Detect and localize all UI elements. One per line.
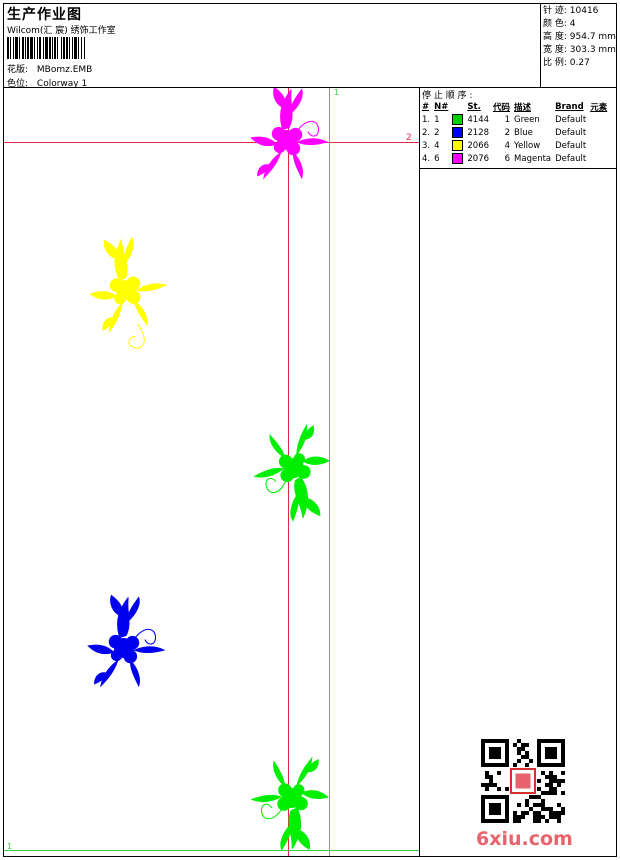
color-stop-row: 1. 1 4144 1 Green Default bbox=[421, 113, 610, 126]
stitches-value: 10416 bbox=[569, 6, 599, 16]
row-stitches: 2128 bbox=[467, 127, 490, 138]
col-header-swatch bbox=[451, 101, 466, 113]
row-brand: Default bbox=[555, 140, 587, 151]
row-element bbox=[589, 152, 610, 165]
row-swatch bbox=[451, 113, 466, 126]
seal-stamp bbox=[515, 773, 531, 789]
col-header-stitches: St. bbox=[467, 102, 481, 112]
page-title: 生产作业图 bbox=[7, 7, 82, 23]
col-header-element: 元素 bbox=[590, 103, 608, 113]
design-row: 花版: MBomz.EMB bbox=[7, 62, 92, 75]
height-label: 高 度: bbox=[543, 32, 567, 42]
row-index: 4. bbox=[422, 153, 431, 164]
colorway-label: 色位: bbox=[7, 79, 29, 89]
row-index: 3. bbox=[422, 140, 431, 151]
colorway-value: Colorway 1 bbox=[36, 79, 88, 89]
width-label: 宽 度: bbox=[543, 45, 567, 55]
row-element bbox=[589, 113, 610, 126]
design-filename: MBomz.EMB bbox=[36, 65, 93, 75]
row-swatch bbox=[451, 126, 466, 139]
barcode bbox=[7, 37, 85, 59]
color-swatch bbox=[452, 114, 464, 125]
qr-code bbox=[481, 739, 565, 823]
green-vertical-guide bbox=[329, 88, 330, 856]
stitches-label: 针 迹: bbox=[543, 6, 567, 16]
row-desc: Green bbox=[514, 114, 540, 125]
row-index: 1. bbox=[422, 114, 431, 125]
row-needle: 1 bbox=[434, 114, 440, 125]
company-name: Wilcom(汇 宸) 绣饰工作室 bbox=[7, 26, 116, 36]
row-desc: Magenta bbox=[514, 153, 552, 164]
green-floral-motif-lower bbox=[248, 756, 333, 855]
header-divider bbox=[540, 3, 541, 87]
watermark: 6xiu.com bbox=[476, 828, 573, 850]
row-swatch bbox=[451, 152, 466, 165]
marker-red: 2 bbox=[406, 133, 412, 143]
row-code: 6 bbox=[504, 153, 511, 164]
colorway-row: 色位: Colorway 1 bbox=[7, 76, 87, 89]
row-stitches: 4144 bbox=[467, 114, 490, 125]
scale-label: 比 例: bbox=[543, 58, 567, 68]
colors-value: 4 bbox=[569, 19, 576, 29]
col-header-code: 代码 bbox=[493, 103, 511, 113]
panel-divider bbox=[419, 87, 420, 857]
color-stop-row: 4. 6 2076 6 Magenta Default bbox=[421, 152, 610, 165]
height-value: 954.7 mm bbox=[569, 32, 616, 42]
marker-top: 1 bbox=[334, 88, 340, 97]
row-stitches: 2076 bbox=[467, 153, 490, 164]
row-swatch bbox=[451, 139, 466, 152]
row-brand: Default bbox=[555, 127, 587, 138]
col-header-brand: Brand bbox=[555, 102, 584, 112]
color-swatch bbox=[452, 140, 464, 151]
header-bottom-rule bbox=[3, 87, 617, 88]
row-needle: 4 bbox=[434, 140, 440, 151]
row-code: 4 bbox=[504, 140, 511, 151]
row-desc: Blue bbox=[514, 127, 533, 138]
stats-panel: 针 迹: 10416 颜 色: 4 高 度: 954.7 mm 宽 度: 303… bbox=[543, 5, 616, 70]
color-stop-row: 2. 2 2128 2 Blue Default bbox=[421, 126, 610, 139]
color-swatch bbox=[452, 127, 464, 138]
design-canvas bbox=[4, 88, 419, 856]
table-bottom-rule bbox=[419, 168, 617, 169]
design-label: 花版: bbox=[7, 65, 29, 75]
col-header-needle: N# bbox=[434, 102, 449, 112]
color-swatch bbox=[452, 153, 464, 164]
marker-bottom: 1 bbox=[7, 842, 13, 851]
row-stitches: 2066 bbox=[467, 140, 490, 151]
row-element bbox=[589, 126, 610, 139]
green-horizontal-guide bbox=[4, 850, 419, 851]
page-frame bbox=[3, 3, 617, 857]
width-value: 303.3 mm bbox=[569, 45, 616, 55]
stop-sequence-title: 停 止 顺 序 : bbox=[422, 91, 473, 101]
red-horizontal-guide bbox=[4, 142, 419, 143]
row-needle: 6 bbox=[434, 153, 440, 164]
row-brand: Default bbox=[555, 153, 587, 164]
row-code: 2 bbox=[504, 127, 511, 138]
blue-floral-motif bbox=[87, 594, 165, 687]
scale-value: 0.27 bbox=[569, 58, 590, 68]
row-needle: 2 bbox=[434, 127, 440, 138]
row-index: 2. bbox=[422, 127, 431, 138]
row-element bbox=[589, 139, 610, 152]
col-header-index: # bbox=[422, 102, 430, 112]
col-header-desc: 描述 bbox=[514, 103, 532, 113]
row-desc: Yellow bbox=[514, 140, 541, 151]
colors-label: 颜 色: bbox=[543, 19, 567, 29]
green-floral-motif-upper bbox=[245, 421, 343, 530]
color-stop-table: # N# St. 代码 描述 Brand 元素 1. 1 4144 1 Green Def… bbox=[421, 101, 610, 165]
magenta-floral-motif bbox=[250, 88, 328, 179]
row-code: 1 bbox=[504, 114, 511, 125]
color-stop-row: 3. 4 2066 4 Yellow Default bbox=[421, 139, 610, 152]
row-brand: Default bbox=[555, 114, 587, 125]
yellow-floral-motif bbox=[81, 230, 173, 351]
